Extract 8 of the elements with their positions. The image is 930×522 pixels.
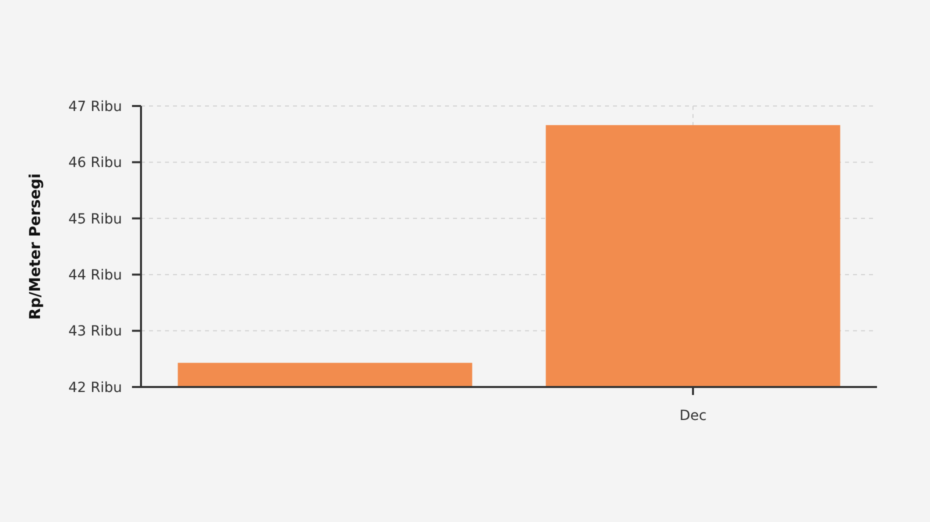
x-tick-label: Dec xyxy=(679,408,707,424)
y-tick-label: 42 Ribu xyxy=(68,380,122,396)
y-tick-label: 47 Ribu xyxy=(68,98,122,115)
y-axis-title: Rp/Meter Persegi xyxy=(26,173,44,320)
y-tick-label: 44 Ribu xyxy=(68,268,122,284)
y-tick-label: 43 Ribu xyxy=(68,324,122,340)
y-tick-label: 45 Ribu xyxy=(68,211,122,228)
y-tick-label: 46 Ribu xyxy=(68,155,122,172)
